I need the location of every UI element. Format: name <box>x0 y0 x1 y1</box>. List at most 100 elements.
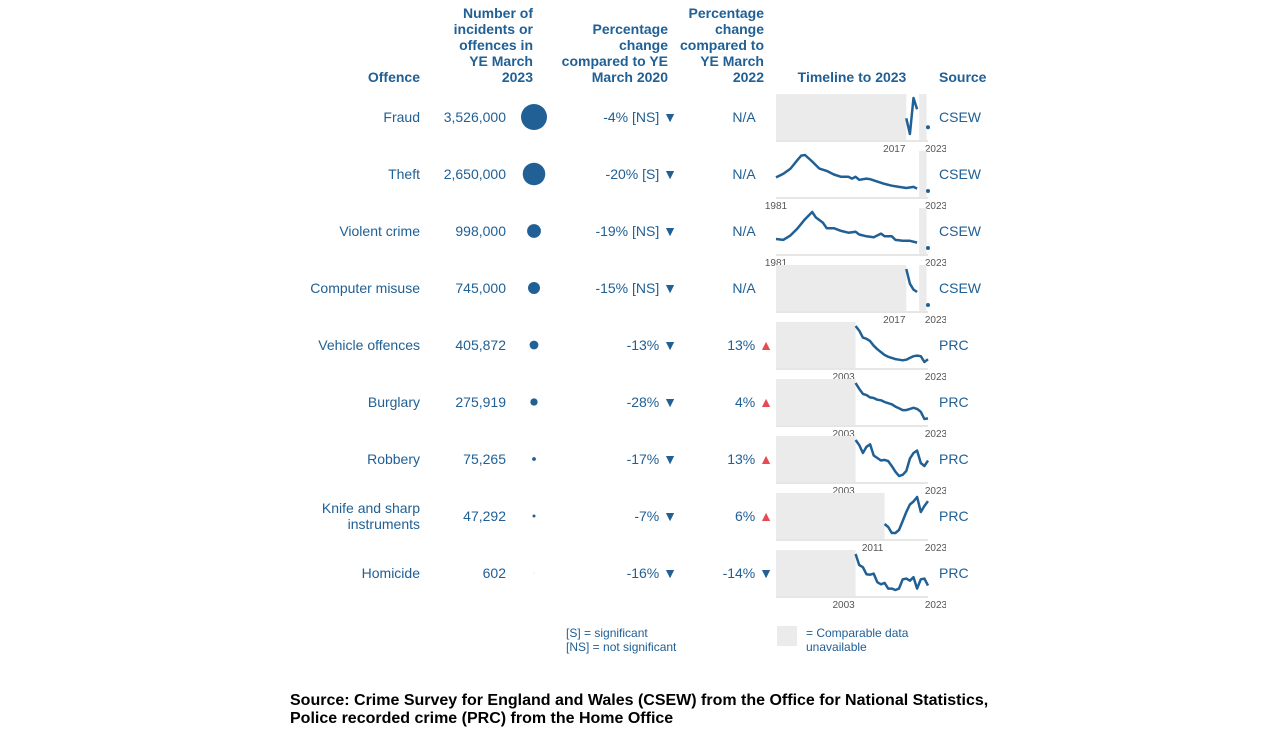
header-number: Number of incidents or offences in YE Ma… <box>453 5 533 85</box>
change-2022-value: 6% <box>735 508 756 524</box>
offence-label: Burglary <box>367 394 420 410</box>
timeline-start-label: 2003 <box>832 372 855 382</box>
timeline-latest-point <box>926 246 930 250</box>
timeline-start-label: 1981 <box>765 201 788 211</box>
source-label: PRC <box>939 565 969 581</box>
volume-bubble <box>529 340 539 350</box>
timeline-sparkline: 2003 2023 <box>776 322 946 382</box>
volume-bubble-mark <box>532 457 536 461</box>
change-2020-value: -16% <box>626 565 660 581</box>
timeline-end-label: 2023 <box>925 258 946 268</box>
timeline-sparkline: 1981 2023 <box>765 208 946 268</box>
header-timeline: Timeline to 2023 <box>797 69 907 85</box>
change-2022-value: -14% <box>722 565 756 581</box>
timeline-line <box>775 210 918 244</box>
source-label: CSEW <box>939 166 981 182</box>
unavailable-period <box>776 493 885 539</box>
timeline-sparkline: 2017 2023 <box>776 265 946 325</box>
offence-count: 275,919 <box>455 394 506 410</box>
timeline-sparkline: 2011 2023 <box>776 493 946 553</box>
timeline-end-label: 2023 <box>925 429 946 439</box>
timeline-end-label: 2023 <box>925 543 946 553</box>
timeline-start-label: 2003 <box>832 429 855 439</box>
timeline-line <box>883 495 930 535</box>
unavailable-period <box>776 550 856 596</box>
offence-label: Homicide <box>361 565 420 581</box>
unavailable-period <box>776 322 856 368</box>
change-2022: 13% ▲ <box>680 337 773 353</box>
timeline-latest-point <box>926 303 930 307</box>
volume-bubble-mark <box>529 340 539 350</box>
volume-bubble <box>521 104 547 130</box>
timeline-sparkline: 1981 2023 <box>765 151 946 211</box>
volume-bubble <box>522 162 546 186</box>
source-label: CSEW <box>939 109 981 125</box>
change-2022: 4% ▲ <box>680 394 773 410</box>
timeline-start-label: 2017 <box>883 144 906 154</box>
change-2022: N/A <box>732 109 756 125</box>
offence-count: 47,292 <box>463 508 506 524</box>
change-2022: 13% ▲ <box>680 451 773 467</box>
source-label: PRC <box>939 508 969 524</box>
timeline-sparkline: 2017 2023 <box>776 94 946 154</box>
source-label: CSEW <box>939 223 981 239</box>
timeline-end-label: 2023 <box>925 201 946 211</box>
change-2022-value: 13% <box>727 337 756 353</box>
timeline-line <box>905 96 919 136</box>
unavailable-gap <box>919 208 927 254</box>
change-2022: -14% ▼ <box>680 565 773 581</box>
volume-bubble-mark <box>530 398 538 406</box>
offence-label: Robbery <box>367 451 420 467</box>
source-label: CSEW <box>939 280 981 296</box>
volume-bubble <box>528 282 540 294</box>
down-arrow-icon: ▼ <box>755 565 773 581</box>
offence-count: 745,000 <box>455 280 506 296</box>
volume-bubble-mark <box>522 162 546 186</box>
timeline-end-label: 2023 <box>925 486 946 496</box>
change-2022: N/A <box>732 280 756 296</box>
offence-count: 2,650,000 <box>443 166 506 182</box>
timeline-sparkline: 2003 2023 <box>776 436 946 496</box>
timeline-line <box>775 153 918 190</box>
timeline-start-label: 2003 <box>832 600 855 610</box>
unavailable-gap <box>919 265 927 311</box>
change-2020: -4% [NS] ▼ <box>560 109 677 125</box>
volume-bubble <box>527 224 541 238</box>
down-arrow-icon: ▼ <box>659 109 677 125</box>
legend-not-significant: [NS] = not significant <box>566 640 677 654</box>
down-arrow-icon: ▼ <box>659 280 677 296</box>
up-arrow-icon: ▲ <box>755 451 773 467</box>
volume-bubble <box>532 457 536 461</box>
timeline-line <box>854 439 930 478</box>
down-arrow-icon: ▼ <box>659 394 677 410</box>
legend-unavailable: = Comparable data unavailable <box>806 626 909 654</box>
unavailable-period <box>776 94 907 140</box>
change-2020-value: -28% <box>626 394 660 410</box>
timeline-end-label: 2023 <box>925 315 946 325</box>
change-2022-value: 13% <box>727 451 756 467</box>
timeline-end-label: 2023 <box>925 144 946 154</box>
offence-count: 75,265 <box>463 451 506 467</box>
timeline-start-label: 2017 <box>883 315 906 325</box>
timeline-line <box>854 325 929 364</box>
offence-count: 998,000 <box>455 223 506 239</box>
volume-bubble-mark <box>532 514 536 518</box>
change-2020-value: -20% [S] <box>605 166 660 182</box>
header-offence: Offence <box>367 69 420 85</box>
timeline-start-label: 2003 <box>832 486 855 496</box>
up-arrow-icon: ▲ <box>755 394 773 410</box>
timeline-end-label: 2023 <box>925 372 946 382</box>
offence-label: Violent crime <box>339 223 420 239</box>
offence-count: 405,872 <box>455 337 506 353</box>
unavailable-gap <box>919 94 927 140</box>
change-2022: N/A <box>732 166 756 182</box>
down-arrow-icon: ▼ <box>659 451 677 467</box>
up-arrow-icon: ▲ <box>755 337 773 353</box>
timeline-start-label: 2011 <box>862 543 884 553</box>
down-arrow-icon: ▼ <box>659 166 677 182</box>
header-change-2020: Percentage change compared to YE March 2… <box>561 21 668 85</box>
offence-label: Theft <box>388 166 420 182</box>
change-2020-value: -13% <box>626 337 660 353</box>
volume-bubble <box>532 514 536 518</box>
timeline-line <box>854 382 929 421</box>
